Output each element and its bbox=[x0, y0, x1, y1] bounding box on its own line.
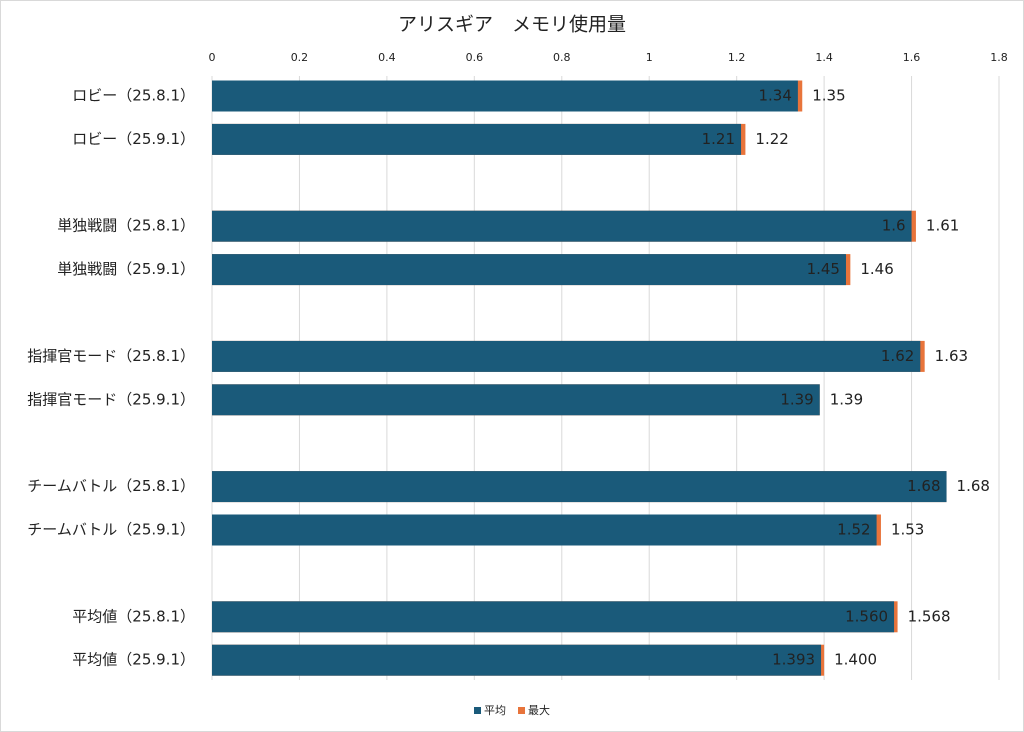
data-label: 1.46 bbox=[860, 260, 893, 278]
chart-title: アリスギア メモリ使用量 bbox=[398, 14, 626, 36]
data-label: 1.568 bbox=[908, 607, 951, 625]
y-tick-label: 指揮官モード（25.8.1） bbox=[27, 347, 195, 365]
x-tick-label: 1.4 bbox=[815, 51, 833, 64]
legend-swatch bbox=[474, 707, 481, 714]
legend-label: 平均 bbox=[484, 704, 506, 717]
legend-swatch bbox=[518, 707, 525, 714]
data-label: 1.52 bbox=[837, 521, 870, 539]
y-tick-label: 指揮官モード（25.9.1） bbox=[27, 390, 195, 408]
data-label: 1.39 bbox=[780, 390, 813, 408]
x-tick-label: 1 bbox=[646, 51, 653, 64]
data-label: 1.61 bbox=[926, 217, 959, 235]
x-tick-label: 1.6 bbox=[903, 51, 921, 64]
y-tick-label: ロビー（25.9.1） bbox=[72, 130, 195, 148]
y-tick-label: 単独戦闘（25.8.1） bbox=[57, 217, 195, 235]
legend-label: 最大 bbox=[528, 703, 550, 717]
data-label: 1.22 bbox=[755, 130, 788, 148]
x-tick-label: 1.8 bbox=[990, 51, 1008, 64]
bar bbox=[212, 340, 921, 372]
data-label: 1.63 bbox=[935, 347, 968, 365]
bar bbox=[212, 210, 912, 242]
y-tick-label: チームバトル（25.8.1） bbox=[27, 477, 195, 495]
data-label: 1.45 bbox=[807, 260, 840, 278]
y-tick-label: 平均値（25.9.1） bbox=[72, 651, 195, 669]
y-tick-label: 単独戦闘（25.9.1） bbox=[57, 260, 195, 278]
bar bbox=[212, 514, 877, 546]
x-tick-label: 0 bbox=[209, 51, 216, 64]
data-label: 1.53 bbox=[891, 521, 924, 539]
bar bbox=[212, 80, 798, 112]
data-label: 1.39 bbox=[830, 390, 863, 408]
x-tick-label: 0.8 bbox=[553, 51, 571, 64]
data-label: 1.68 bbox=[957, 477, 990, 495]
data-label: 1.62 bbox=[881, 347, 914, 365]
data-label: 1.6 bbox=[882, 217, 906, 235]
bar bbox=[212, 644, 822, 676]
y-tick-label: ロビー（25.8.1） bbox=[72, 87, 195, 105]
data-label: 1.21 bbox=[702, 130, 735, 148]
y-tick-label: 平均値（25.8.1） bbox=[72, 607, 195, 625]
x-tick-label: 0.2 bbox=[291, 51, 309, 64]
bar bbox=[212, 601, 895, 633]
x-tick-label: 0.6 bbox=[466, 51, 484, 64]
x-tick-label: 1.2 bbox=[728, 51, 746, 64]
data-label: 1.393 bbox=[772, 651, 815, 669]
y-tick-label: チームバトル（25.9.1） bbox=[27, 521, 195, 539]
data-label: 1.400 bbox=[834, 651, 877, 669]
bar bbox=[212, 123, 742, 155]
bar bbox=[212, 384, 820, 416]
data-label: 1.35 bbox=[812, 87, 845, 105]
bar bbox=[212, 471, 947, 503]
data-label: 1.560 bbox=[845, 607, 888, 625]
x-tick-label: 0.4 bbox=[378, 51, 396, 64]
bar bbox=[212, 254, 846, 286]
data-label: 1.68 bbox=[907, 477, 940, 495]
data-label: 1.34 bbox=[758, 87, 791, 105]
